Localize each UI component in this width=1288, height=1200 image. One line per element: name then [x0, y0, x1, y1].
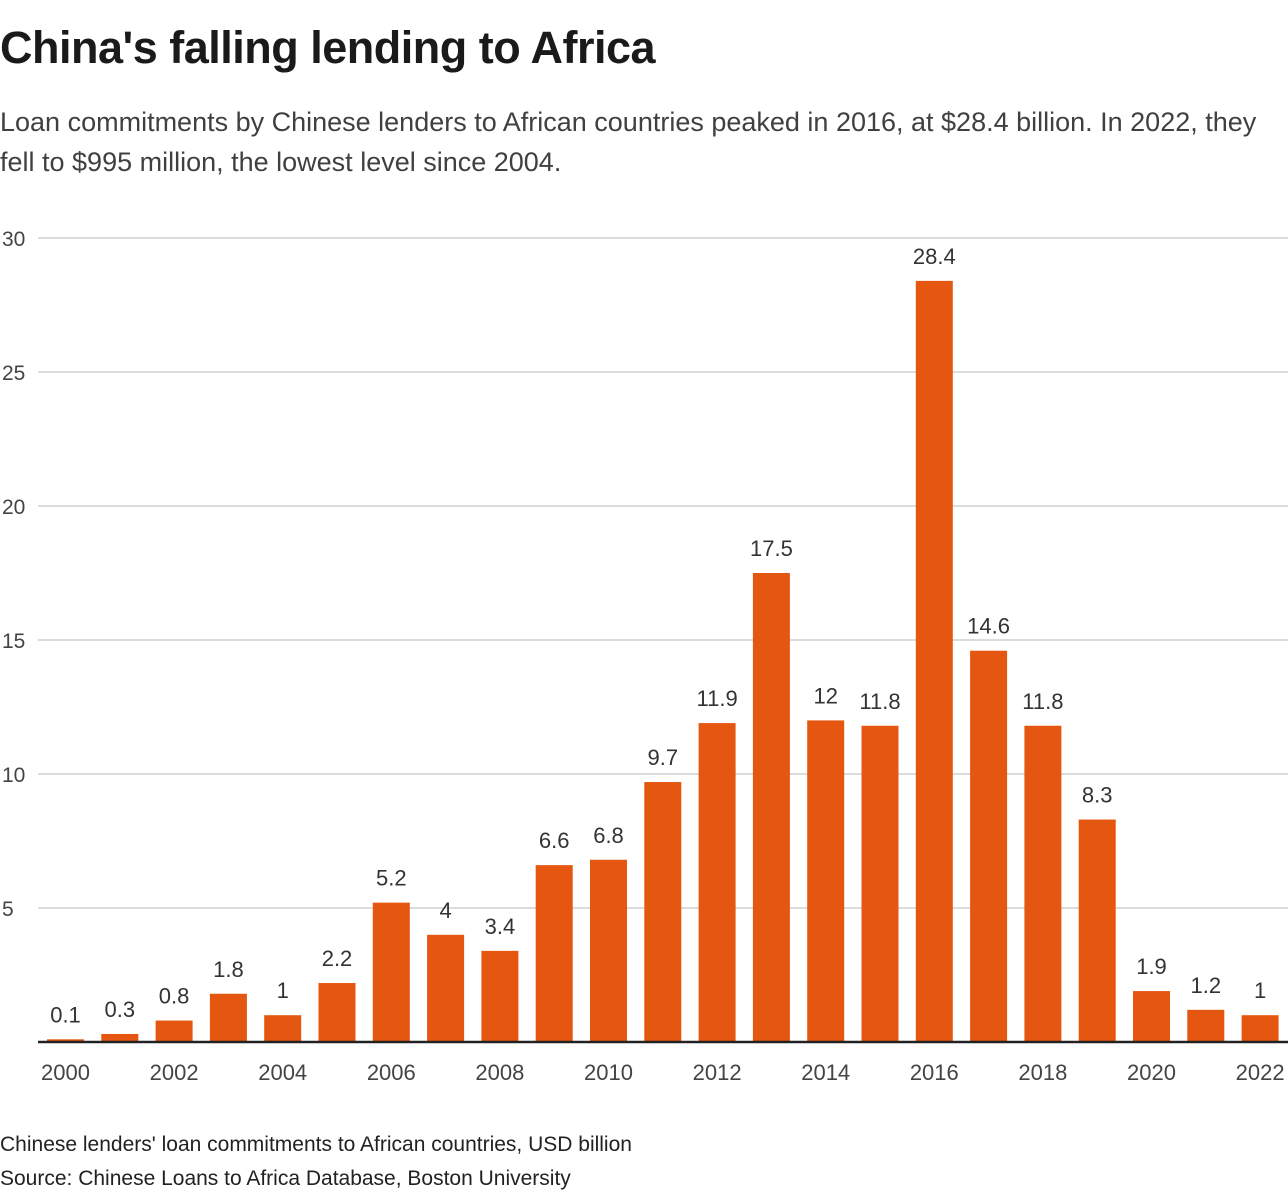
bar-2019	[1078, 819, 1116, 1042]
bar-value-label: 28.4	[913, 244, 956, 269]
bar-value-label: 11.9	[697, 686, 738, 711]
bar-value-label: 1.9	[1136, 954, 1167, 979]
chart-title: China's falling lending to Africa	[0, 22, 656, 73]
bar-value-label: 12	[813, 683, 837, 708]
bar-value-label: 14.6	[967, 614, 1010, 639]
x-tick-label: 2006	[367, 1060, 416, 1085]
bar-2012	[698, 723, 736, 1042]
bar-value-label: 5.2	[376, 866, 407, 891]
bar-2014	[807, 720, 845, 1042]
bar-value-label: 0.3	[105, 997, 136, 1022]
x-tick-label: 2020	[1127, 1060, 1176, 1085]
x-tick-label: 2018	[1018, 1060, 1067, 1085]
bar-2007	[427, 934, 465, 1042]
y-tick-label: 10	[2, 764, 25, 787]
bar-2008	[481, 950, 519, 1042]
bar-2011	[644, 782, 682, 1042]
bar-value-label: 0.8	[159, 984, 190, 1009]
bar-2000	[47, 1039, 84, 1042]
x-tick-label: 2004	[258, 1060, 307, 1085]
bar-2017	[970, 650, 1008, 1042]
y-tick-label: 25	[2, 362, 25, 385]
x-tick-label: 2010	[584, 1060, 633, 1085]
bar-value-label: 1.2	[1191, 973, 1222, 998]
x-tick-label: 2022	[1236, 1060, 1285, 1085]
bar-2021	[1187, 1009, 1225, 1042]
bar-2016	[915, 280, 953, 1042]
x-tick-label: 2012	[693, 1060, 742, 1085]
bar-value-label: 8.3	[1082, 783, 1113, 808]
x-tick-label: 2000	[41, 1060, 90, 1085]
bar-2022	[1241, 1015, 1279, 1042]
bar-value-label: 1	[1254, 978, 1266, 1003]
bar-2006	[372, 902, 410, 1042]
x-tick-label: 2002	[150, 1060, 199, 1085]
chart-subtitle: Loan commitments by Chinese lenders to A…	[0, 107, 1257, 177]
bar-2002	[155, 1020, 193, 1042]
bar-value-label: 6.8	[593, 823, 624, 848]
y-tick-label: 15	[2, 630, 25, 653]
bar-2003	[209, 993, 247, 1042]
bar-value-label: 6.6	[539, 828, 570, 853]
y-tick-label: 20	[2, 496, 25, 519]
bar-value-label: 2.2	[322, 946, 353, 971]
bar-value-label: 4	[439, 898, 451, 923]
bar-chart: 5 10 15 20 25 30 0.1 0.3 0.8 1.8 1 2.2 5.2 4 3.4 6.6 6.8…	[2, 228, 1288, 1085]
bar-value-label: 11.8	[859, 689, 900, 714]
bar-2005	[318, 983, 356, 1042]
bar-value-label: 1.8	[213, 957, 244, 982]
bar-2009	[535, 865, 573, 1042]
bar-2001	[101, 1033, 139, 1042]
bar-2013	[752, 573, 790, 1042]
bar-value-label: 1	[277, 978, 289, 1003]
x-tick-label: 2016	[910, 1060, 959, 1085]
bar-2015	[861, 725, 899, 1042]
y-tick-label: 5	[2, 898, 14, 921]
chart-footnote: Chinese lenders' loan commitments to Afr…	[0, 1133, 632, 1156]
bar-2004	[264, 1015, 302, 1042]
y-tick-label: 30	[2, 228, 25, 251]
bar-value-label: 9.7	[648, 745, 679, 770]
x-tick-label: 2014	[801, 1060, 850, 1085]
bar-value-label: 3.4	[485, 914, 516, 939]
bar-value-label: 11.8	[1022, 689, 1063, 714]
bar-value-label: 17.5	[750, 536, 793, 561]
bar-value-label: 0.1	[50, 1002, 81, 1027]
bar-2020	[1133, 991, 1170, 1042]
x-tick-label: 2008	[475, 1060, 524, 1085]
bar-2018	[1024, 725, 1062, 1042]
bar-2010	[590, 859, 627, 1042]
chart-source: Source: Chinese Loans to Africa Database…	[0, 1167, 571, 1190]
